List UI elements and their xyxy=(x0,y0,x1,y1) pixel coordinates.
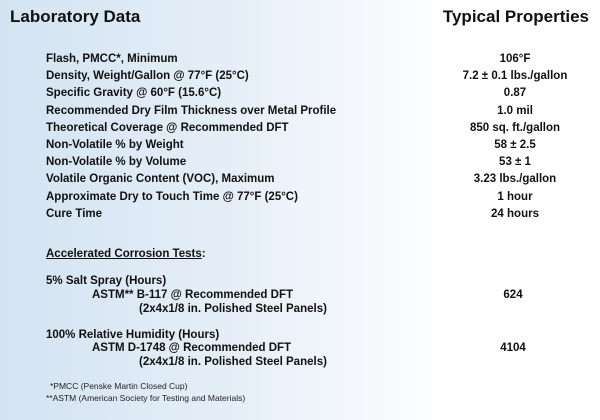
property-value: 106°F xyxy=(499,53,531,65)
property-value: 1 hour xyxy=(497,190,533,203)
property-value: 58 ± 2.5 xyxy=(494,139,536,151)
property-label: Theoretical Coverage @ Recommended DFT xyxy=(46,121,289,134)
property-value: 0.87 xyxy=(503,87,527,100)
typical-properties-heading: Typical Properties xyxy=(442,7,589,26)
property-value: 1.0 mil xyxy=(497,104,533,117)
property-label: Non-Volatile % by Volume xyxy=(46,156,187,169)
property-value: 53 ± 1 xyxy=(499,156,531,169)
property-label: Volatile Organic Content (VOC), Maximum xyxy=(46,173,275,186)
test-title: 5% Salt Spray (Hours) xyxy=(46,275,167,287)
test-method: ASTM D-1748 @ Recommended DFT xyxy=(92,342,292,354)
property-label: Non-Volatile % by Weight xyxy=(46,139,184,151)
test-value: 624 xyxy=(503,289,523,301)
test-panels: (2x4x1/8 in. Polished Steel Panels) xyxy=(139,303,327,315)
property-label: Specific Gravity @ 60°F (15.6°C) xyxy=(46,87,222,100)
corrosion-heading-text: Accelerated Corrosion Tests xyxy=(46,248,202,260)
property-value: 24 hours xyxy=(491,207,539,220)
property-label: Recommended Dry Film Thickness over Meta… xyxy=(46,104,337,117)
test-panels: (2x4x1/8 in. Polished Steel Panels) xyxy=(139,356,327,368)
laboratory-data-heading: Laboratory Data xyxy=(10,7,141,26)
footnote: *PMCC (Penske Martin Closed Cup) xyxy=(50,381,188,391)
test-value: 4104 xyxy=(500,342,526,354)
property-value: 850 sq. ft./gallon xyxy=(469,121,561,134)
test-method: ASTM** B-117 @ Recommended DFT xyxy=(92,289,294,301)
test-title: 100% Relative Humidity (Hours) xyxy=(46,329,220,341)
footnote: **ASTM (American Society for Testing and… xyxy=(46,393,246,403)
property-value: 3.23 lbs./gallon xyxy=(473,173,557,186)
corrosion-heading-colon: : xyxy=(201,248,206,260)
property-label: Flash, PMCC*, Minimum xyxy=(46,53,178,65)
property-label: Density, Weight/Gallon @ 77°F (25°C) xyxy=(46,70,249,83)
property-label: Cure Time xyxy=(46,207,103,220)
property-label: Approximate Dry to Touch Time @ 77°F (25… xyxy=(46,190,298,203)
property-value: 7.2 ± 0.1 lbs./gallon xyxy=(462,70,568,83)
corrosion-heading: Accelerated Corrosion Tests: xyxy=(46,248,206,260)
